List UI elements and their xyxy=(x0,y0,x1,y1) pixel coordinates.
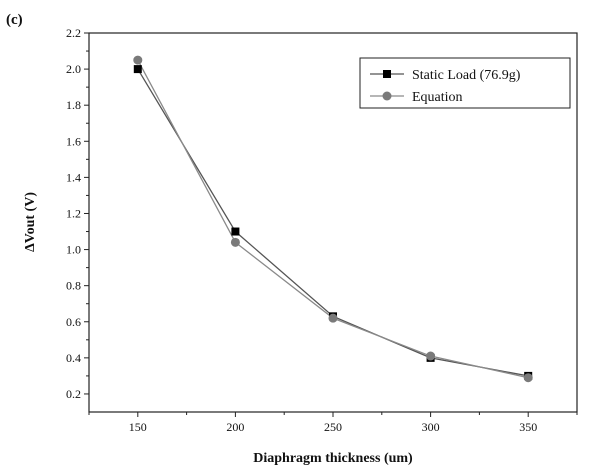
x-axis: 150 200 250 300 350 xyxy=(88,412,578,434)
series-line-0 xyxy=(137,68,529,377)
legend-marker xyxy=(383,70,391,78)
data-point-1 xyxy=(328,313,338,323)
x-tick-label: 250 xyxy=(324,420,342,434)
data-point-0 xyxy=(231,227,240,236)
legend: Static Load (76.9g) Equation xyxy=(359,57,571,109)
data-point-1 xyxy=(426,351,436,361)
x-tick-label: 200 xyxy=(226,420,244,434)
y-tick-label: 1.6 xyxy=(66,134,81,148)
y-tick-label: 1.0 xyxy=(66,243,81,257)
y-tick-label: 2.0 xyxy=(66,62,81,76)
data-point-0 xyxy=(133,65,142,74)
legend-label: Equation xyxy=(412,90,463,105)
y-axis-title: ΔVout (V) xyxy=(23,192,38,252)
y-tick-label: 0.6 xyxy=(66,315,81,329)
x-axis-title: Diaphragm thickness (um) xyxy=(253,451,413,466)
y-tick-label: 1.8 xyxy=(66,98,81,112)
y-tick-label: 0.4 xyxy=(66,351,81,365)
x-tick-label: 300 xyxy=(422,420,440,434)
legend-label: Static Load (76.9g) xyxy=(412,68,521,83)
x-tick-label: 150 xyxy=(129,420,147,434)
legend-marker xyxy=(382,91,392,101)
legend-box xyxy=(359,57,571,109)
y-tick-label: 1.4 xyxy=(66,170,81,184)
data-point-1 xyxy=(133,55,143,65)
y-tick-label: 2.2 xyxy=(66,26,81,40)
data-point-1 xyxy=(523,373,533,383)
panel-label: (c) xyxy=(6,12,23,28)
y-tick-label: 1.2 xyxy=(66,206,81,220)
y-tick-label: 0.2 xyxy=(66,387,81,401)
y-tick-label: 0.8 xyxy=(66,279,81,293)
data-point-1 xyxy=(230,237,240,247)
series-layer xyxy=(133,55,533,383)
x-tick-label: 350 xyxy=(519,420,537,434)
y-axis: 0.2 0.4 0.6 0.8 1.0 1.2 1.4 1.6 1.8 2.0 2.2 xyxy=(66,26,89,401)
